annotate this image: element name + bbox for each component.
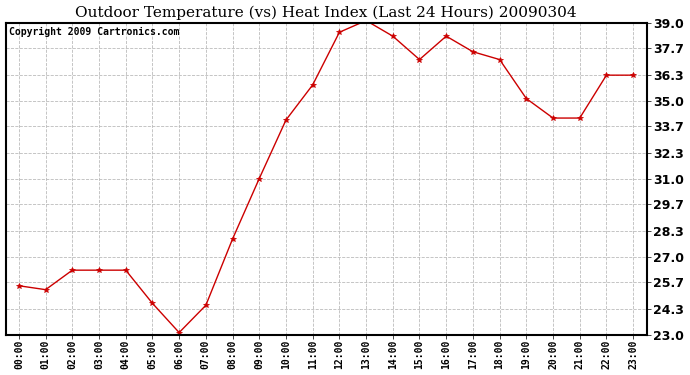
Text: Copyright 2009 Cartronics.com: Copyright 2009 Cartronics.com [9,27,179,37]
Title: Outdoor Temperature (vs) Heat Index (Last 24 Hours) 20090304: Outdoor Temperature (vs) Heat Index (Las… [75,6,577,20]
